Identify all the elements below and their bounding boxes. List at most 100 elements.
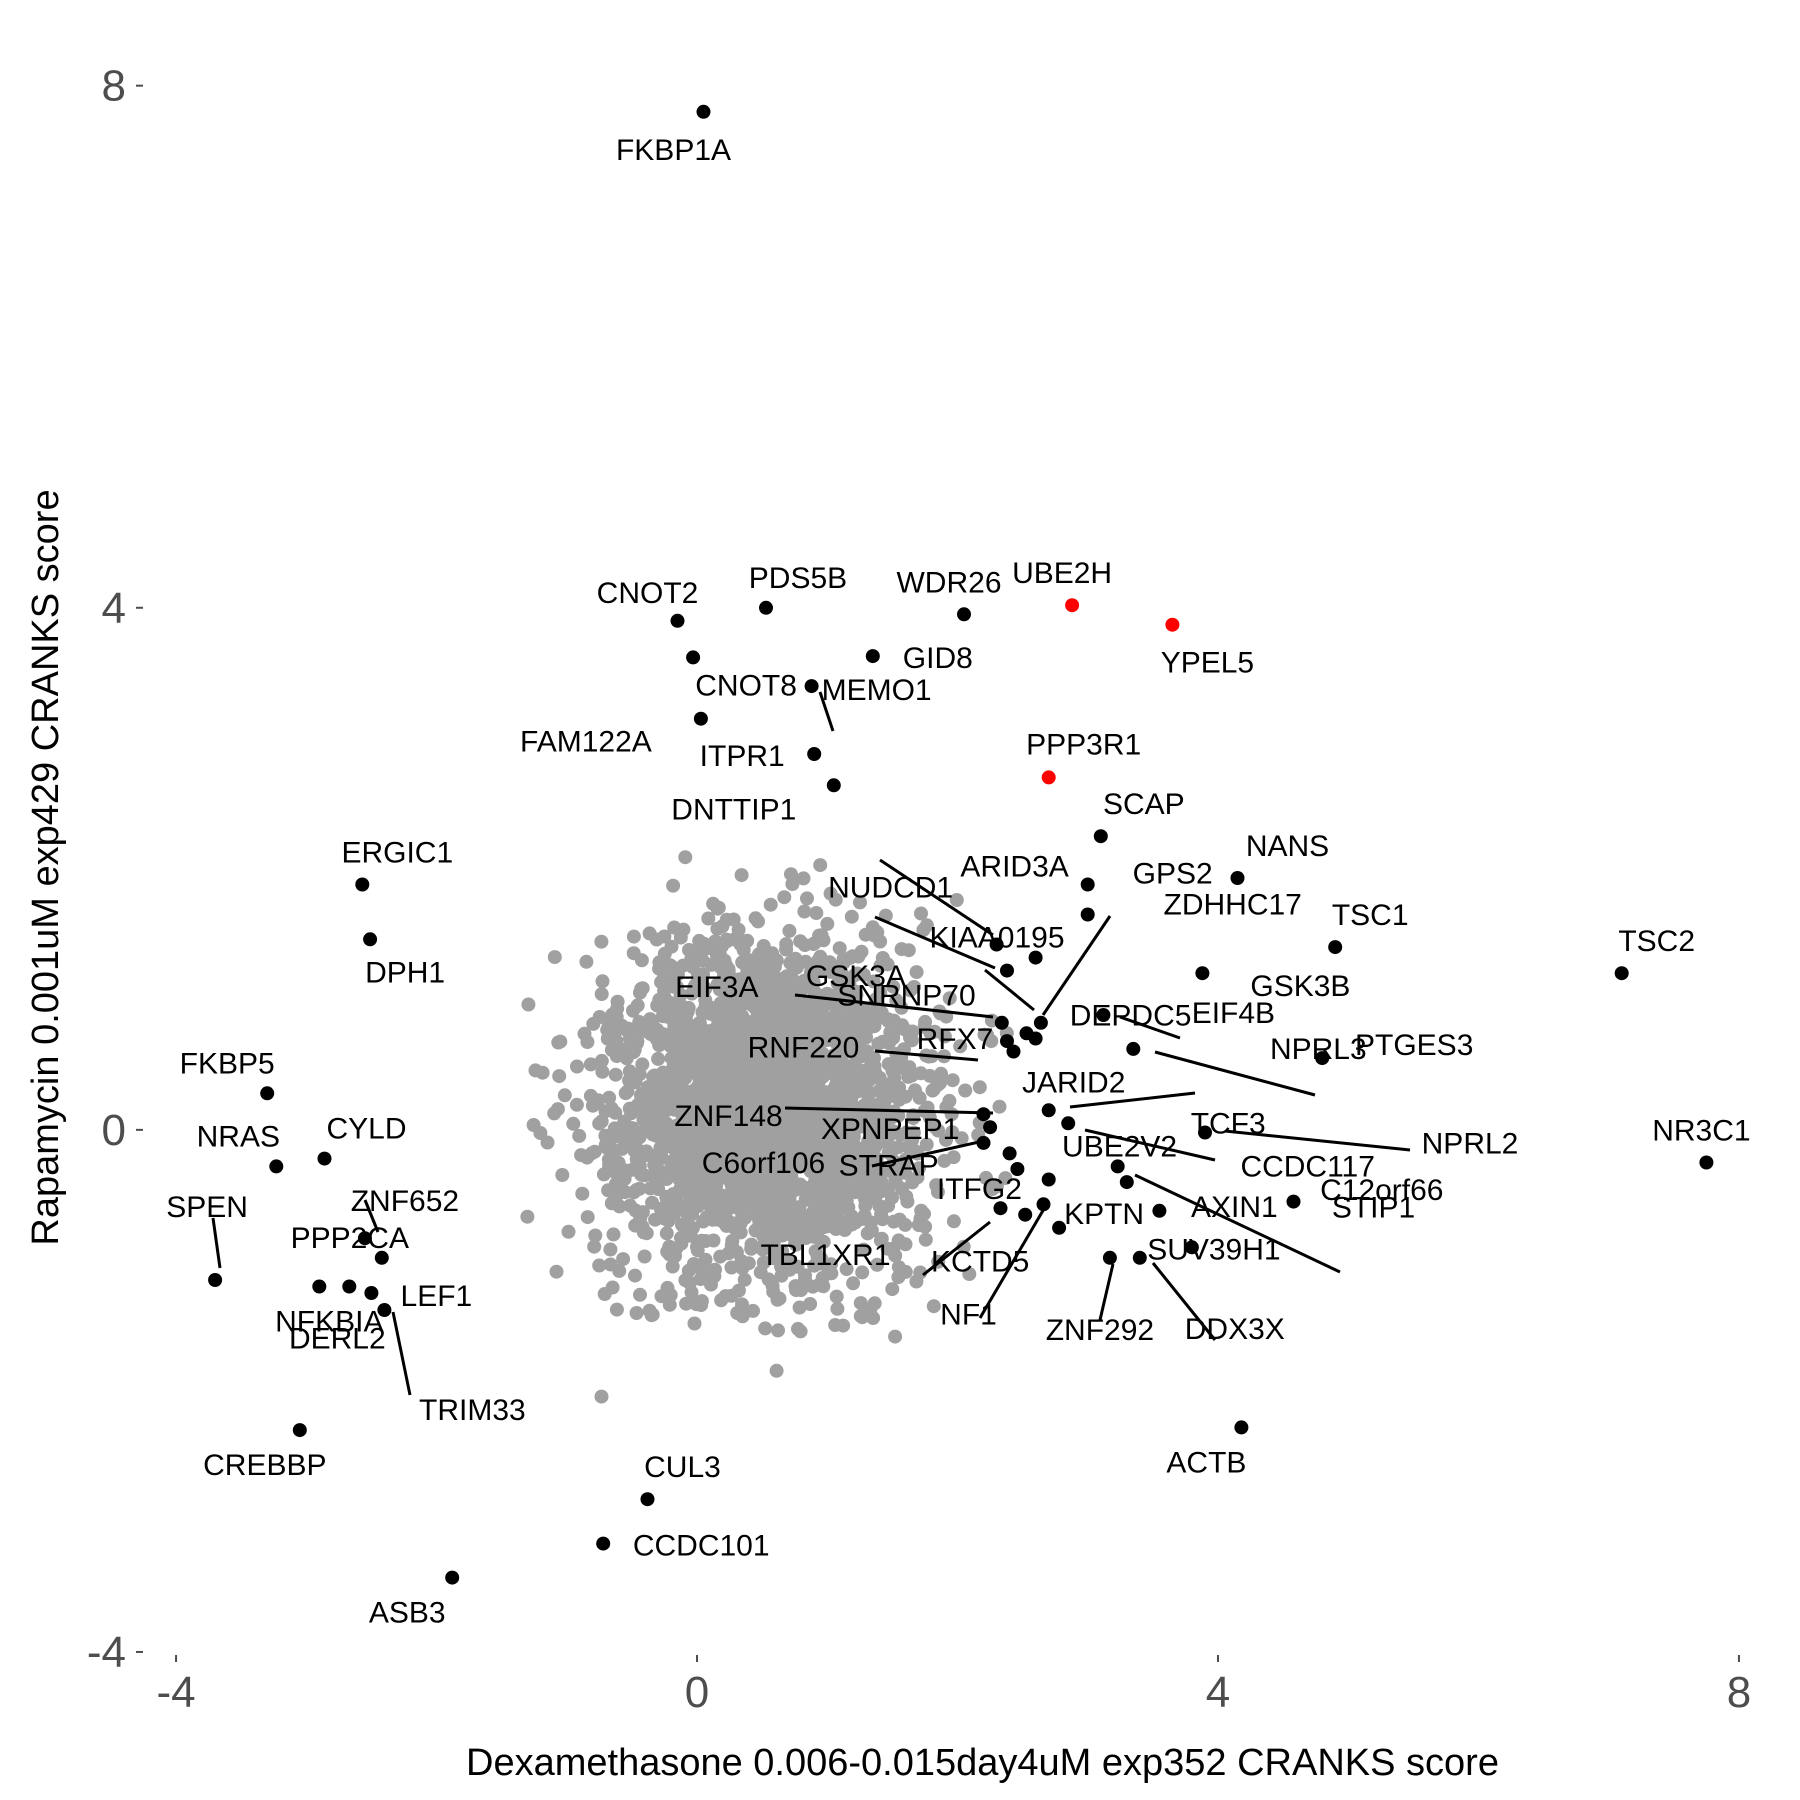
background-point: [853, 895, 867, 910]
background-point: [691, 1184, 706, 1199]
gene-label-tsc1: TSC1: [1332, 899, 1409, 932]
gene-label-axin1: AXIN1: [1191, 1191, 1278, 1224]
background-point: [645, 1014, 659, 1029]
background-point: [630, 1142, 645, 1157]
background-point: [656, 1065, 671, 1080]
background-point: [804, 1207, 819, 1222]
background-point: [919, 1137, 934, 1152]
background-point: [888, 1062, 902, 1077]
background-point: [772, 1291, 787, 1306]
background-point: [818, 996, 832, 1011]
background-point: [838, 978, 853, 993]
background-point: [629, 1182, 644, 1197]
background-point: [642, 1303, 657, 1318]
gene-label-tcf3: TCF3: [1191, 1107, 1266, 1140]
leader-line-snrnp70: [984, 968, 1035, 1012]
background-point: [832, 941, 847, 956]
background-point: [634, 953, 649, 968]
background-point: [735, 1297, 749, 1312]
gene-point-nprl3: [1126, 1041, 1141, 1056]
background-point: [711, 1099, 726, 1113]
background-point: [892, 1090, 907, 1105]
background-point: [793, 1324, 808, 1339]
background-point: [740, 933, 755, 948]
gene-point-znf292: [1102, 1250, 1117, 1265]
background-point: [931, 1123, 946, 1138]
background-point: [787, 1023, 802, 1038]
gene-point-itpr1: [807, 747, 822, 761]
background-point: [758, 1321, 773, 1336]
background-point: [783, 1012, 797, 1027]
leader-line-nudcd1: [879, 858, 994, 937]
gene-point-crebbp: [292, 1423, 307, 1438]
background-point: [622, 1101, 637, 1116]
background-point: [692, 1052, 707, 1067]
gene-point-strap: [1041, 1172, 1056, 1187]
background-point: [604, 1014, 619, 1029]
gene-point-nfkbia: [312, 1279, 327, 1294]
background-point: [619, 1165, 634, 1180]
leader-line-memo1: [818, 691, 835, 732]
y-tick-label: -4: [87, 1628, 126, 1677]
background-point: [547, 950, 562, 965]
background-point: [727, 972, 742, 987]
background-point: [909, 965, 924, 980]
gene-label-depdc5: DEPDC5: [1070, 1000, 1192, 1033]
background-point: [723, 1200, 738, 1215]
x-tick-label: 4: [1206, 1668, 1230, 1717]
background-point: [659, 1226, 674, 1241]
background-point: [651, 1116, 666, 1131]
gene-point-lef1: [364, 1286, 379, 1300]
background-point: [820, 916, 835, 931]
gene-label-rfx7: RFX7: [917, 1023, 994, 1056]
gene-point-ppp2ca: [374, 1250, 389, 1265]
gene-label-kctd5: KCTD5: [931, 1246, 1029, 1279]
background-point: [751, 914, 765, 929]
background-point: [875, 1212, 890, 1227]
background-point: [782, 923, 797, 938]
background-point: [661, 1213, 676, 1228]
background-point: [954, 1131, 969, 1146]
gene-point-xpnpep1: [983, 1120, 998, 1135]
gene-point-depdc5: [1028, 1031, 1043, 1046]
gene-point-wdr26: [957, 607, 971, 622]
background-point: [885, 1282, 900, 1297]
background-point: [629, 1306, 644, 1320]
gene-label-gsk3a: GSK3A: [806, 960, 906, 993]
background-point: [958, 1083, 973, 1098]
gene-point-fkbp5: [260, 1086, 275, 1101]
background-point: [628, 1203, 643, 1218]
background-point: [830, 1301, 845, 1316]
background-point: [775, 982, 790, 997]
background-point: [600, 1031, 615, 1046]
background-point: [905, 1132, 920, 1147]
background-point: [839, 1262, 854, 1277]
background-point: [787, 956, 802, 971]
background-point: [905, 1175, 920, 1190]
background-point: [763, 897, 778, 912]
background-point: [652, 955, 667, 970]
background-point: [904, 1068, 919, 1083]
gene-point-rfx7: [1000, 1034, 1014, 1049]
background-point: [836, 955, 851, 970]
background-point: [756, 939, 771, 953]
background-point: [752, 1154, 767, 1169]
background-point: [741, 1178, 756, 1193]
background-point: [757, 1060, 772, 1075]
background-point: [696, 1022, 711, 1037]
gene-label-ddx3x: DDX3X: [1185, 1313, 1285, 1346]
background-point: [691, 1084, 706, 1099]
background-point: [756, 1001, 770, 1016]
background-point: [580, 1210, 595, 1225]
background-point: [892, 1212, 907, 1227]
background-point: [828, 1318, 843, 1332]
background-point: [791, 1078, 806, 1093]
background-point: [848, 984, 863, 999]
background-point: [520, 1209, 535, 1224]
background-point: [853, 1170, 867, 1185]
background-point: [603, 1242, 618, 1257]
background-point: [881, 1013, 896, 1028]
gene-label-actb: ACTB: [1166, 1446, 1246, 1479]
axes: -4 0 4 8 -4 0 4 8: [87, 62, 1751, 1717]
background-point: [684, 986, 699, 1001]
